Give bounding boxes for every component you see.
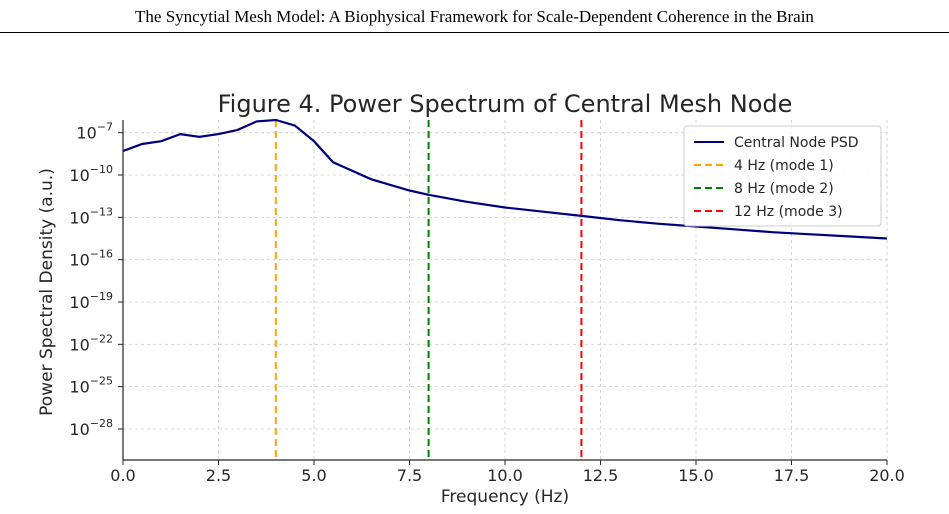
y-tick-label: 10−19: [69, 290, 113, 312]
y-tick-label: 10−10: [69, 163, 113, 185]
y-ticks: 10−7 10−10 10−13 10−16 10−19 10−22 10−25 10−28: [69, 121, 123, 439]
x-tick-label: 15.0: [678, 466, 714, 485]
chart-title: Figure 4. Power Spectrum of Central Mesh…: [218, 90, 793, 118]
legend: Central Node PSD 4 Hz (mode 1) 8 Hz (mode …: [683, 125, 882, 227]
y-tick-label: 10−7: [76, 121, 113, 143]
x-tick-label: 5.0: [301, 466, 326, 485]
x-tick-label: 12.5: [583, 466, 619, 485]
psd-line: [122, 118, 888, 240]
series-layer: [122, 118, 888, 240]
y-axis-label: Power Spectral Density (a.u.): [37, 168, 57, 416]
x-tick-label: 10.0: [487, 466, 523, 485]
legend-label: 4 Hz (mode 1): [734, 158, 834, 174]
x-tick-label: 7.5: [397, 466, 422, 485]
mode-lines: [274, 120, 583, 460]
legend-label: Central Node PSD: [734, 135, 859, 151]
x-axis-label: Frequency (Hz): [441, 487, 569, 507]
x-ticks: 0.0 2.5 5.0 7.5 10.0 12.5 15.0 17.5 20.0: [110, 460, 905, 485]
y-tick-label: 10−25: [69, 375, 113, 397]
y-tick-label: 10−28: [69, 417, 113, 439]
x-tick-label: 17.5: [774, 466, 810, 485]
y-tick-label: 10−16: [69, 248, 113, 270]
x-tick-label: 2.5: [206, 466, 231, 485]
y-tick-label: 10−22: [69, 332, 113, 354]
x-tick-label: 0.0: [110, 466, 135, 485]
legend-box: [683, 125, 882, 227]
legend-label: 12 Hz (mode 3): [734, 204, 843, 220]
header-rule: [0, 32, 949, 33]
y-tick-label: 10−13: [69, 205, 113, 227]
x-tick-label: 20.0: [869, 466, 905, 485]
legend-label: 8 Hz (mode 2): [734, 181, 834, 197]
running-header: The Syncytial Mesh Model: A Biophysical …: [135, 7, 814, 26]
